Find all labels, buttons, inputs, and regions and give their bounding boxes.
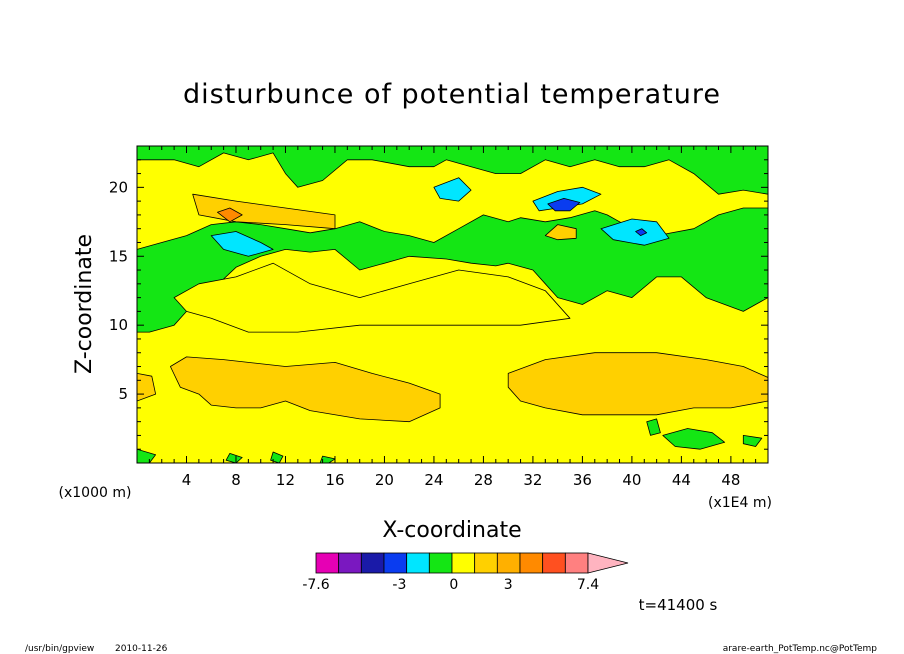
plot-frame xyxy=(136,145,769,464)
x-tick-label: 24 xyxy=(424,471,443,489)
footer-date: 2010-11-26 xyxy=(115,644,168,654)
y-unit-label: (x1000 m) xyxy=(59,485,132,501)
y-tick-label: 10 xyxy=(109,316,128,334)
contour-regions xyxy=(137,146,768,463)
colorbar-swatch xyxy=(496,552,521,574)
contour-region-green xyxy=(742,434,763,447)
chart-title: disturbunce of potential temperature xyxy=(183,79,721,110)
colorbar-tick-label: 3 xyxy=(504,577,513,593)
x-tick-label: 20 xyxy=(375,471,394,489)
x-tick-label: 4 xyxy=(182,471,192,489)
colorbar-swatch xyxy=(360,552,385,574)
time-label: t=41400 s xyxy=(639,596,718,614)
footer-program: /usr/bin/gpview xyxy=(25,644,94,654)
x-axis-title: X-coordinate xyxy=(382,518,521,543)
colorbar: -7.6 -3 0 3 7.4 xyxy=(302,552,629,593)
y-axis: 5 10 15 20 xyxy=(109,159,768,450)
contour-region-blue xyxy=(635,228,648,237)
contour-region-yellow xyxy=(173,262,571,333)
contour-region-red xyxy=(216,207,243,223)
colorbar-swatch xyxy=(542,552,566,574)
y-tick-label: 20 xyxy=(109,178,128,196)
colorbar-swatch xyxy=(564,552,589,574)
footer-source: arare-earth_PotTemp.nc@PotTemp xyxy=(723,644,878,654)
x-tick-label: 12 xyxy=(276,471,295,489)
contour-region-green xyxy=(646,418,661,436)
x-tick-label: 44 xyxy=(672,471,691,489)
contour-region-cyan xyxy=(433,177,472,202)
contour-region-green xyxy=(270,451,284,463)
contour-region-orange xyxy=(169,356,441,423)
x-tick-label: 28 xyxy=(474,471,493,489)
colorbar-swatch xyxy=(451,552,476,574)
contour-region-orange xyxy=(544,224,577,241)
contour-region-cyan xyxy=(210,231,274,257)
colorbar-swatch xyxy=(338,552,362,574)
x-unit-label: (x1E4 m) xyxy=(708,495,772,511)
colorbar-tick-label: -3 xyxy=(392,577,406,593)
colorbar-swatch xyxy=(383,552,408,574)
contour-region-cyan xyxy=(600,218,670,246)
y-tick-label: 5 xyxy=(118,385,128,403)
x-tick-label: 8 xyxy=(231,471,241,489)
contour-region-green xyxy=(225,452,243,463)
x-tick-label: 32 xyxy=(523,471,542,489)
colorbar-swatch xyxy=(519,552,544,574)
colorbar-extend-arrow xyxy=(587,552,629,574)
colorbar-swatch xyxy=(474,552,498,574)
colorbar-swatch xyxy=(406,552,430,574)
contour-region-green xyxy=(662,428,726,450)
y-axis-title: Z-coordinate xyxy=(72,234,97,374)
colorbar-tick-label: 0 xyxy=(449,577,458,593)
contour-region-orange xyxy=(507,352,768,416)
x-tick-label: 36 xyxy=(573,471,592,489)
x-tick-label: 48 xyxy=(721,471,740,489)
y-tick-label: 15 xyxy=(109,247,128,265)
x-tick-label: 40 xyxy=(622,471,641,489)
contour-region-green xyxy=(319,455,336,463)
colorbar-swatch xyxy=(315,552,340,574)
colorbar-tick-label: -7.6 xyxy=(302,577,329,593)
contour-region-green xyxy=(137,448,157,463)
colorbar-swatch xyxy=(428,552,453,574)
x-tick-label: 16 xyxy=(325,471,344,489)
colorbar-tick-label: 7.4 xyxy=(577,577,599,593)
x-axis: 4 8 12 16 20 24 28 32 36 40 44 48 xyxy=(148,146,769,489)
contour-region-blue xyxy=(547,197,581,212)
